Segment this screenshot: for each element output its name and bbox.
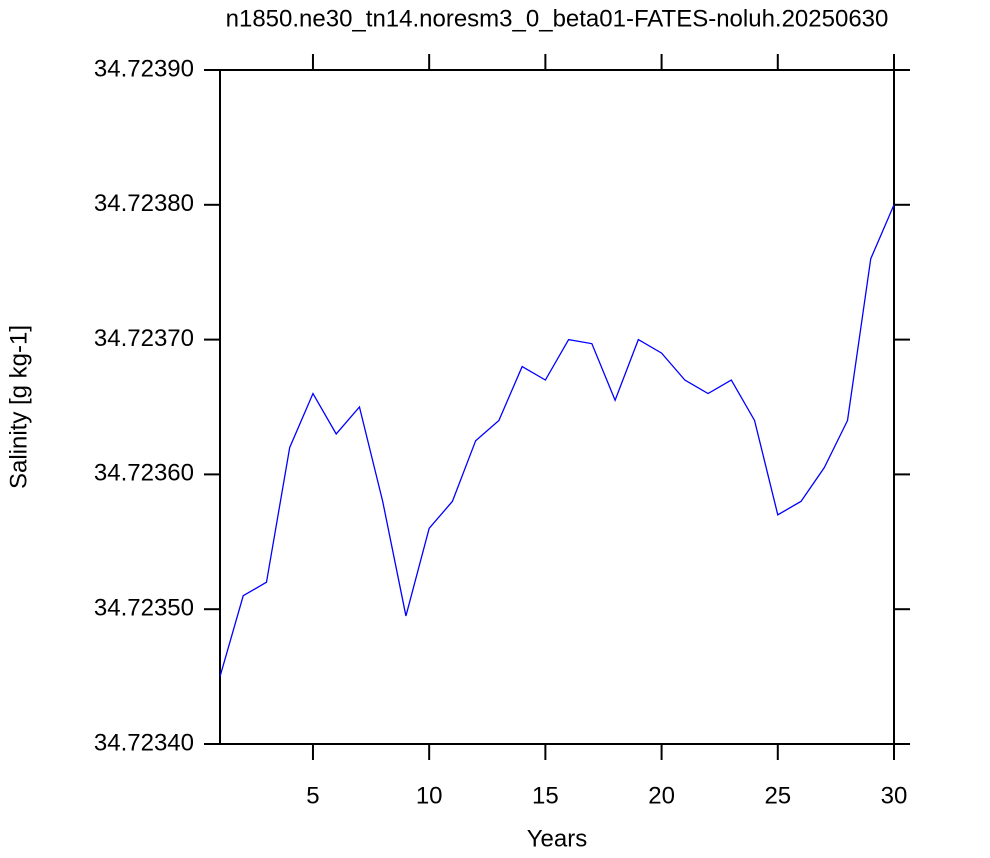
plot-frame xyxy=(219,69,895,745)
x-tick-label: 15 xyxy=(532,782,559,809)
x-tick-label: 25 xyxy=(764,782,791,809)
x-tick-label: 10 xyxy=(416,782,443,809)
y-axis-label: Salinity [g kg-1] xyxy=(5,325,32,489)
y-tick-label: 34.72380 xyxy=(94,190,194,217)
y-tick-label: 34.72340 xyxy=(94,729,194,756)
x-axis-label: Years xyxy=(527,825,588,852)
x-tick-label: 30 xyxy=(881,782,908,809)
y-tick-label: 34.72390 xyxy=(94,55,194,82)
y-tick-label: 34.72360 xyxy=(94,460,194,487)
y-tick-label: 34.72370 xyxy=(94,325,194,352)
series-line xyxy=(219,204,895,677)
x-tick-label: 20 xyxy=(648,782,675,809)
x-tick-label: 5 xyxy=(306,782,319,809)
chart-title: n1850.ne30_tn14.noresm3_0_beta01-FATES-n… xyxy=(226,5,889,32)
y-tick-label: 34.72350 xyxy=(94,595,194,622)
